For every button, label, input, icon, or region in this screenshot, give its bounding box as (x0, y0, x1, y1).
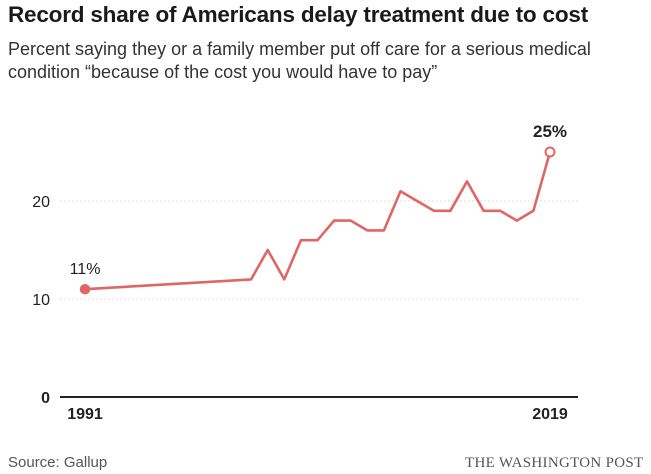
data-label: 11% (70, 261, 101, 278)
annotations: 11% 25% (70, 122, 567, 278)
series-line (83, 150, 552, 291)
publisher-credit: THE WASHINGTON POST (465, 455, 644, 471)
series (79, 146, 556, 295)
chart-title: Record share of Americans delay treatmen… (8, 2, 588, 27)
gridlines (60, 200, 578, 398)
data-label: 25% (533, 122, 567, 141)
x-tick-label: 2019 (532, 406, 568, 423)
start-point-marker (79, 283, 91, 295)
y-tick-label: 10 (32, 292, 50, 309)
y-tick-label: 20 (32, 194, 50, 211)
end-point-marker (544, 146, 556, 158)
chart-subtitle: Percent saying they or a family member p… (8, 39, 591, 82)
source-note: Source: Gallup (8, 454, 108, 471)
y-axis-ticks: 0 10 20 (32, 194, 50, 407)
y-tick-label: 0 (41, 390, 50, 407)
x-axis-ticks: 1991 2019 (67, 406, 568, 423)
x-tick-label: 1991 (67, 406, 103, 423)
